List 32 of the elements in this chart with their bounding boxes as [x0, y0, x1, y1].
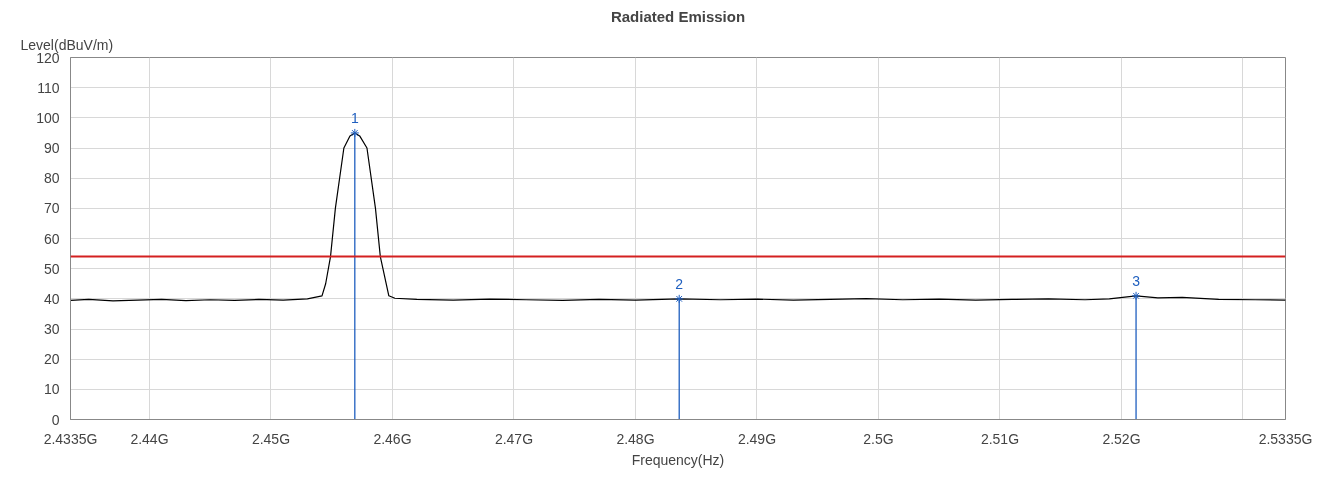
y-tick-label: 70 [43, 200, 60, 217]
y-tick-label: 50 [43, 260, 60, 277]
x-tick-label: 2.48G [616, 430, 655, 447]
x-tick-label: 2.4335G [43, 430, 98, 447]
y-tick-label: 40 [43, 290, 60, 307]
y-tick-label: 0 [51, 411, 60, 428]
y-tick-label: 30 [43, 321, 60, 337]
y-tick-label: 110 [37, 79, 60, 96]
y-tick-label: 90 [43, 140, 60, 156]
annotation: 2 [675, 275, 684, 292]
x-tick-label: 2.47G [494, 430, 534, 447]
line-series [70, 132, 1286, 302]
point [1131, 291, 1141, 301]
chart-title: Radiated Emission [610, 7, 746, 25]
annotation: 3 [1132, 272, 1141, 289]
point [350, 128, 360, 138]
x-tick-label: 2.44G [130, 430, 169, 447]
x-tick-label: 2.51G [980, 430, 1020, 447]
x-tick-label: 2.45G [251, 430, 291, 447]
x-tick-label: 2.46G [373, 430, 412, 447]
point [674, 294, 684, 304]
y-tick-label: 80 [43, 170, 60, 187]
y-tick-label: 10 [43, 381, 60, 398]
x-tick-label: 2.5335G [1258, 430, 1313, 447]
x-tick-label: 2.5G [863, 430, 894, 447]
y-tick-label: 20 [43, 351, 60, 368]
annotation: 1 [350, 109, 359, 126]
y-tick-label: 100 [36, 109, 60, 126]
x-tick-label: 2.52G [1102, 430, 1141, 447]
x-tick-label: 2.49G [737, 430, 777, 447]
y-tick-label: 60 [43, 230, 60, 247]
x-axis-title: Frequency(Hz) [631, 451, 725, 468]
